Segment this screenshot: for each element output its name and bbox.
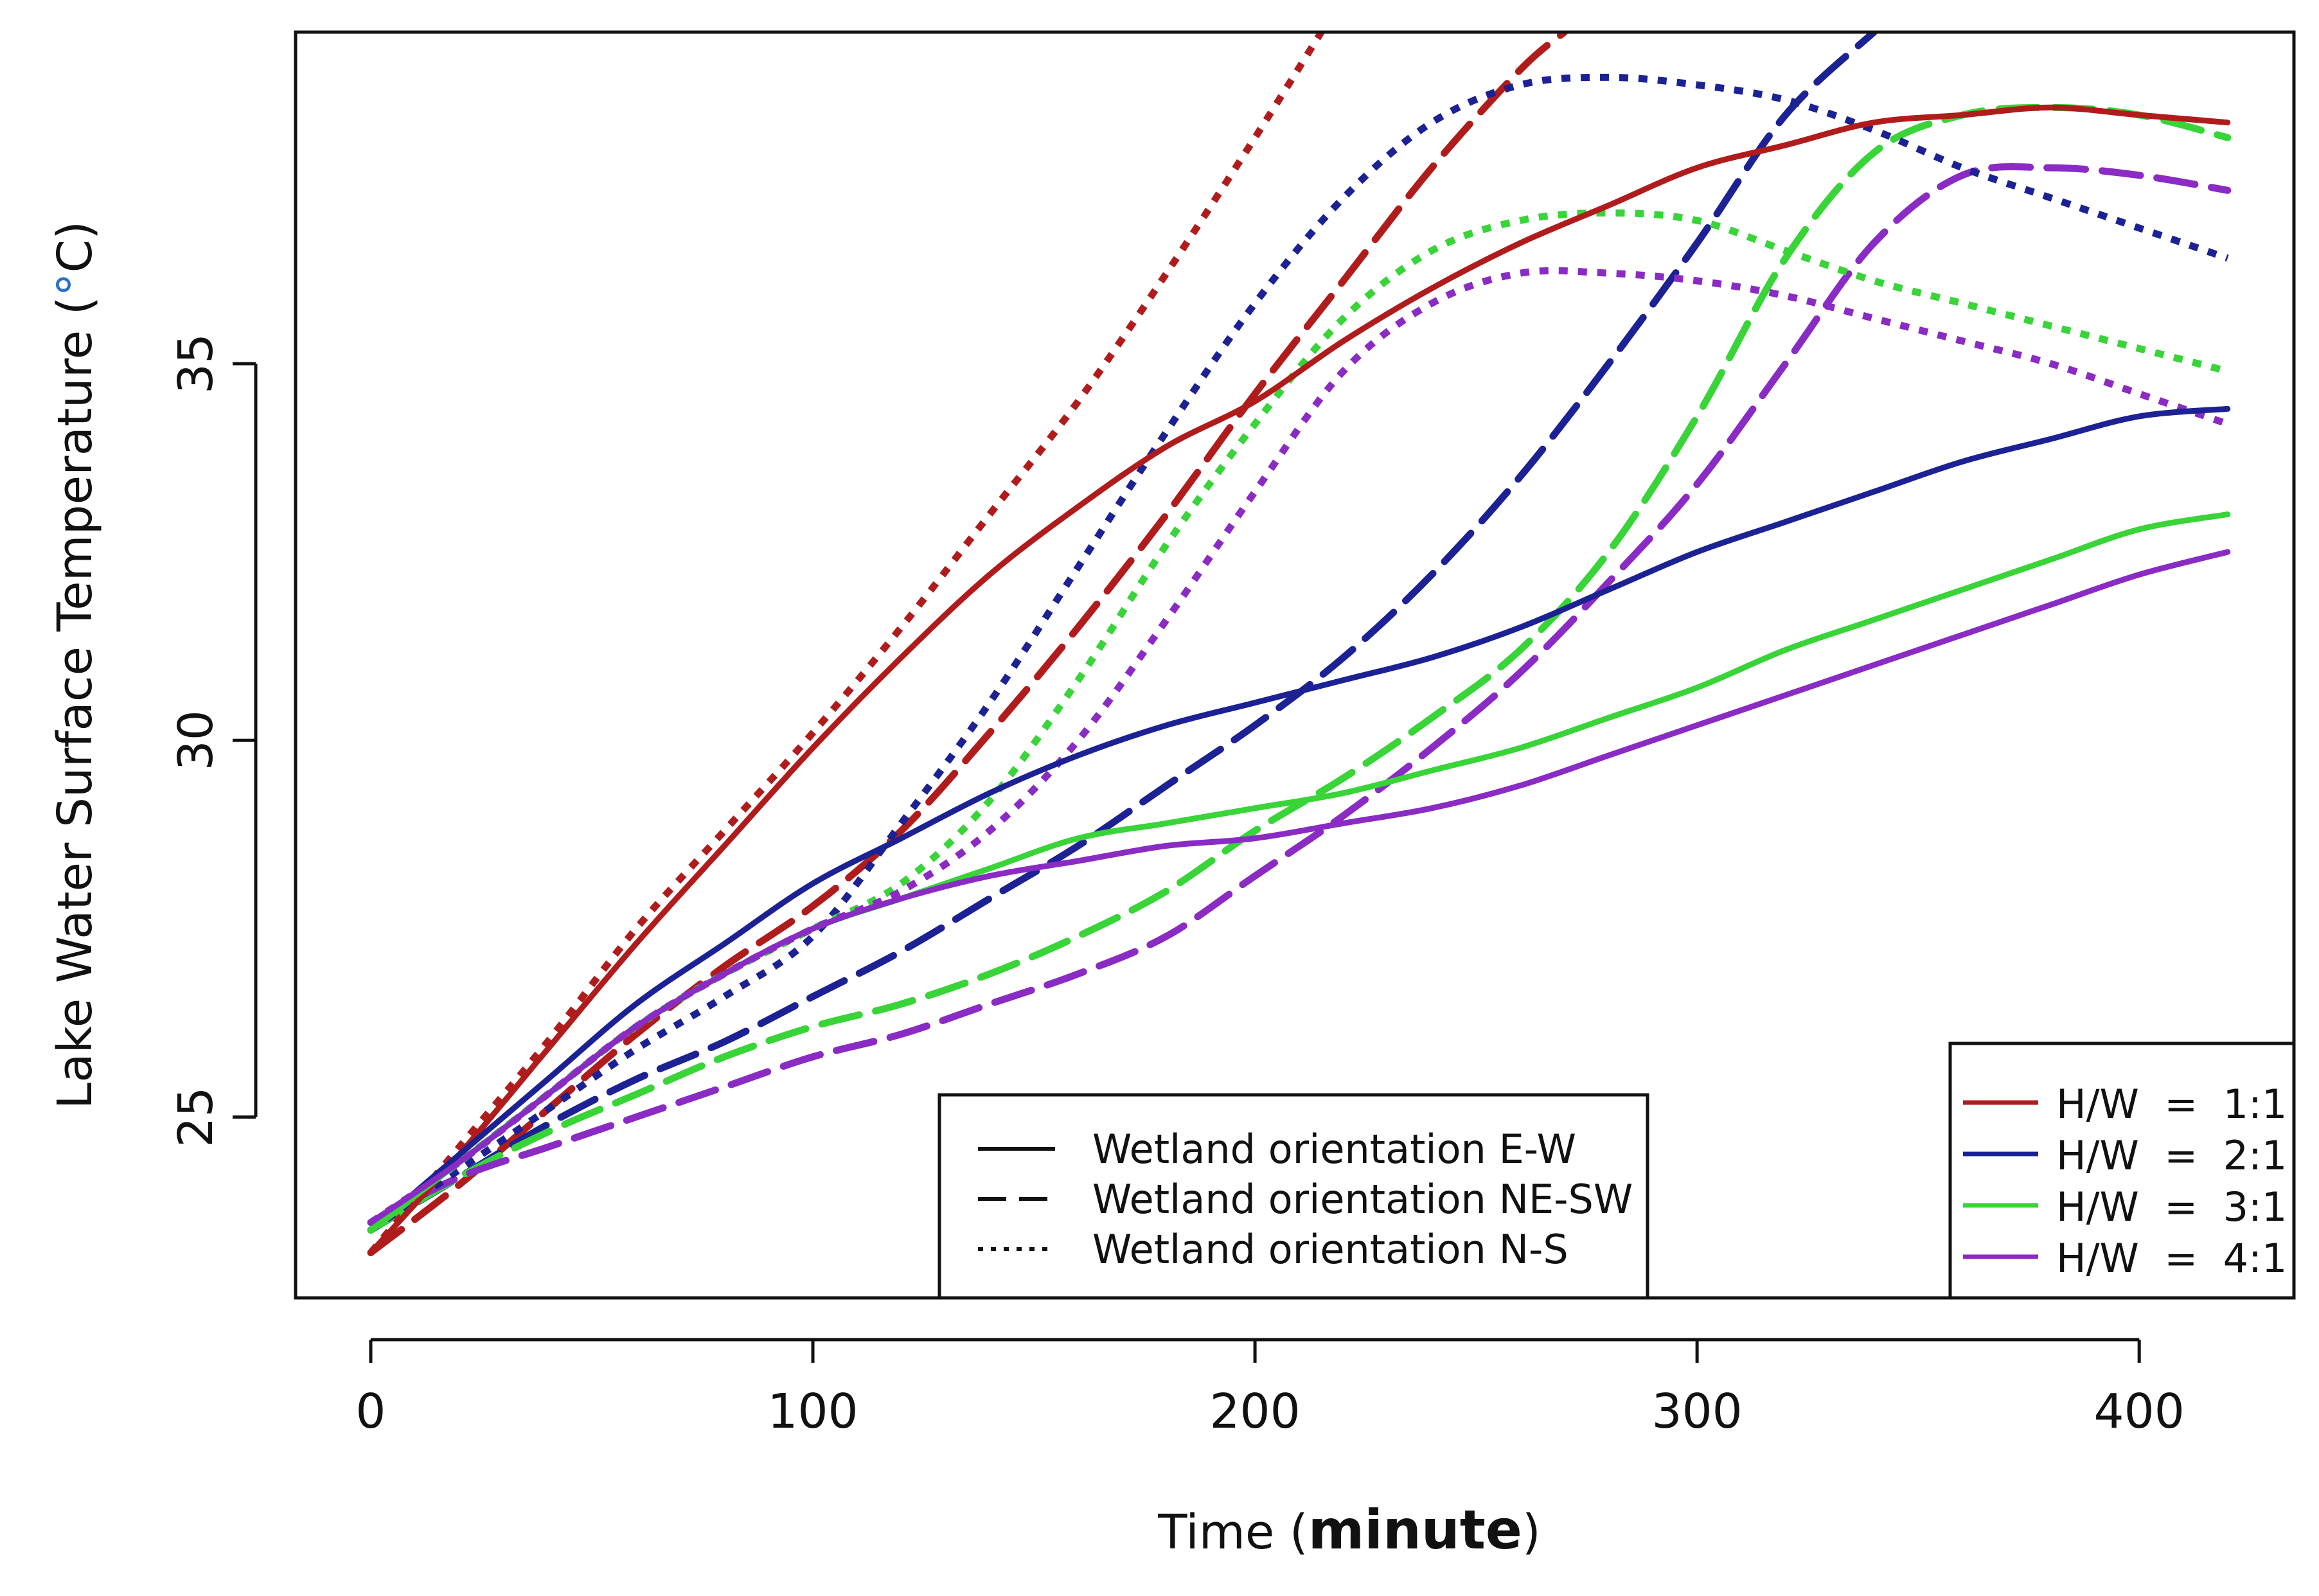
series-line-4-1-dashed <box>367 163 2232 1227</box>
legend-ratio-label: H/W = 2:1 <box>2056 1132 2287 1179</box>
x-tick-label: 400 <box>2094 1384 2185 1439</box>
series-line-3-1-dotted <box>368 209 2229 1233</box>
x-tick-label: 0 <box>355 1384 386 1439</box>
series-line-1-1-dashed <box>367 32 1568 1257</box>
series-line-1-1-solid <box>368 104 2231 1256</box>
legend-orientation-label: Wetland orientation N-S <box>1092 1226 1568 1273</box>
x-axis-label: Time (minute) <box>1157 1498 1540 1561</box>
series-line-2-1-dashed <box>367 32 1878 1234</box>
legend-ratio-label: H/W = 1:1 <box>2056 1081 2287 1128</box>
legend-orientation-label: Wetland orientation E-W <box>1092 1126 1576 1173</box>
legend-orientation-label: Wetland orientation NE-SW <box>1092 1176 1633 1223</box>
series-line-4-1-solid <box>368 549 2231 1226</box>
legend-ratio-label: H/W = 4:1 <box>2056 1235 2287 1282</box>
x-tick-label: 100 <box>767 1384 858 1439</box>
series-line-3-1-dashed <box>367 103 2232 1234</box>
axes: 0 100 200 300 400 25 30 35 <box>168 333 2185 1439</box>
series-line-1-1-dotted <box>368 32 1324 1255</box>
x-tick-label: 200 <box>1209 1384 1300 1439</box>
legend-ratio: H/W = 1:1H/W = 2:1 H/W = 3:1 H/W = 4:1 <box>1948 1042 2296 1300</box>
series-layer <box>367 32 2232 1257</box>
y-tick-label: 25 <box>168 1086 224 1147</box>
y-tick-label: 30 <box>168 710 224 770</box>
series-line-2-1-dotted <box>368 73 2229 1234</box>
series-line-2-1-solid <box>368 405 2231 1233</box>
legend-orientation-box <box>937 1093 1649 1300</box>
x-tick-label: 300 <box>1652 1384 1743 1439</box>
y-axis-label: Lake Water Surface Temperature (°C) <box>48 221 103 1109</box>
legend-ratio-label: H/W = 3:1 <box>2056 1184 2287 1230</box>
y-tick-label: 35 <box>168 333 224 394</box>
